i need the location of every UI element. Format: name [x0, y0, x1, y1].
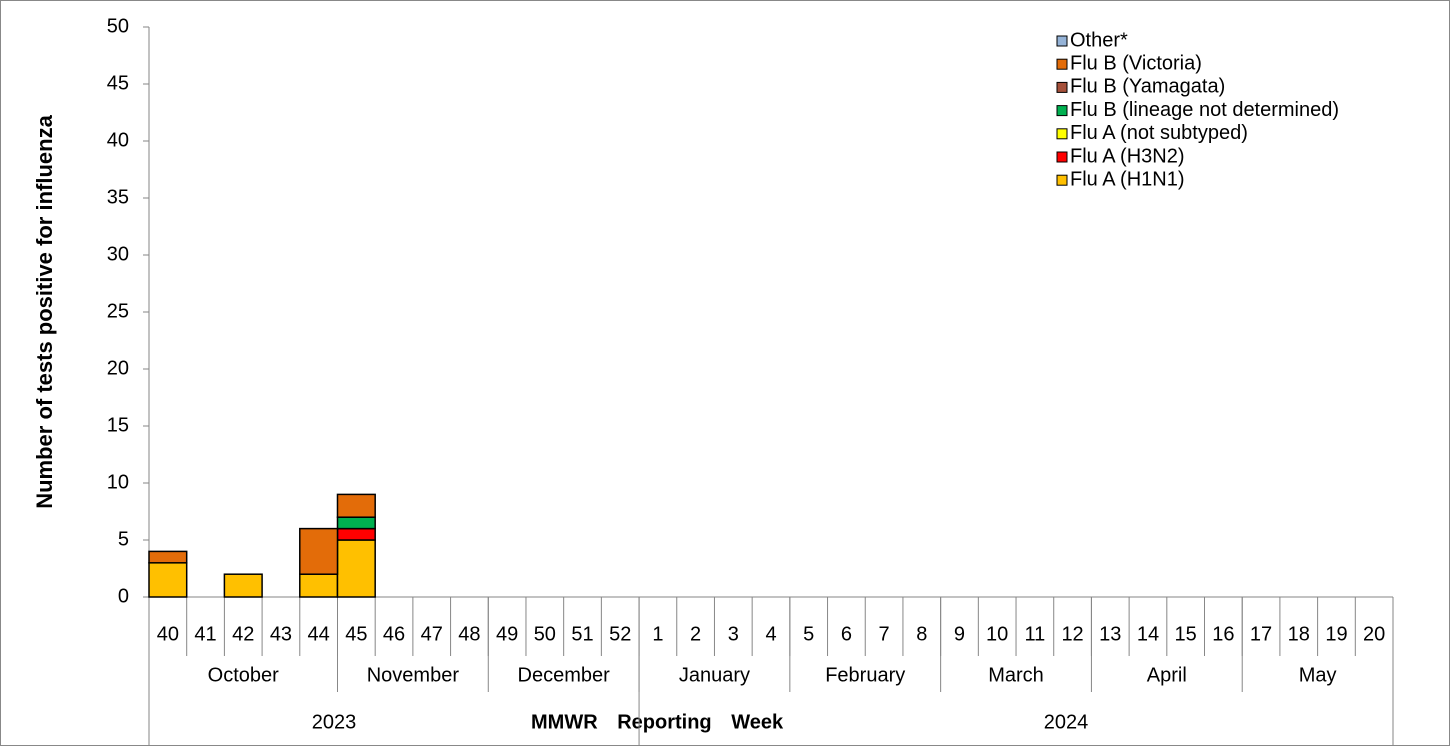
- x-tick-label: 49: [496, 623, 518, 645]
- x-tick-label: 8: [916, 623, 927, 645]
- month-label: October: [208, 664, 279, 686]
- legend-label: Flu B (Yamagata): [1070, 76, 1225, 98]
- legend-swatch: [1056, 151, 1068, 163]
- x-tick-label: 7: [879, 623, 890, 645]
- y-tick-label: 0: [118, 585, 129, 607]
- bar-segment: [299, 527, 339, 575]
- year-label: 2024: [1044, 711, 1089, 733]
- legend-label: Flu B (Victoria): [1070, 52, 1202, 74]
- bar-segment: [336, 516, 376, 530]
- legend-label: Flu A (H3N2): [1070, 145, 1184, 167]
- bar-segment: [148, 562, 188, 598]
- x-tick-label: 12: [1061, 623, 1083, 645]
- month-label: April: [1147, 664, 1187, 686]
- x-tick-label: 4: [765, 623, 776, 645]
- x-tick-label: 43: [270, 623, 292, 645]
- legend-swatch: [1056, 128, 1068, 140]
- legend-swatch: [1056, 174, 1068, 186]
- y-axis-title: Number of tests positive for influenza: [32, 114, 57, 508]
- y-tick-label: 35: [107, 186, 129, 208]
- bar-segment: [299, 573, 339, 598]
- legend-swatch: [1056, 81, 1068, 93]
- x-tick-label: 2: [690, 623, 701, 645]
- x-tick-label: 47: [421, 623, 443, 645]
- x-tick-label: 45: [345, 623, 367, 645]
- y-tick-label: 30: [107, 243, 129, 265]
- x-tick-label: 44: [308, 623, 330, 645]
- x-tick-label: 15: [1175, 623, 1197, 645]
- bar-segment: [223, 573, 263, 598]
- month-label: May: [1299, 664, 1337, 686]
- x-tick-label: 16: [1212, 623, 1234, 645]
- x-tick-label: 41: [194, 623, 216, 645]
- x-axis-title: MMWR Reporting Week: [531, 711, 784, 733]
- x-tick-label: 9: [954, 623, 965, 645]
- x-tick-label: 14: [1137, 623, 1159, 645]
- x-tick-label: 17: [1250, 623, 1272, 645]
- bar-segment: [148, 550, 188, 564]
- month-label: March: [988, 664, 1044, 686]
- y-tick-label: 40: [107, 129, 129, 151]
- month-label: December: [518, 664, 611, 686]
- x-tick-label: 42: [232, 623, 254, 645]
- x-tick-label: 46: [383, 623, 405, 645]
- y-tick-label: 10: [107, 471, 129, 493]
- y-tick-label: 50: [107, 15, 129, 37]
- month-label: February: [825, 664, 905, 686]
- x-tick-label: 51: [571, 623, 593, 645]
- legend-label: Other*: [1070, 29, 1128, 51]
- x-tick-label: 13: [1099, 623, 1121, 645]
- x-tick-label: 19: [1325, 623, 1347, 645]
- legend-label: Flu A (not subtyped): [1070, 122, 1248, 144]
- x-tick-label: 18: [1288, 623, 1310, 645]
- x-tick-label: 10: [986, 623, 1008, 645]
- x-tick-label: 6: [841, 623, 852, 645]
- bar-segment: [336, 493, 376, 518]
- x-tick-label: 48: [458, 623, 480, 645]
- y-tick-label: 5: [118, 528, 129, 550]
- legend-swatch: [1056, 105, 1068, 117]
- legend-label: Flu A (H1N1): [1070, 168, 1184, 190]
- y-tick-label: 45: [107, 72, 129, 94]
- bar-segment: [336, 539, 376, 598]
- legend-label: Flu B (lineage not determined): [1070, 99, 1339, 121]
- month-label: November: [367, 664, 460, 686]
- y-tick-label: 20: [107, 357, 129, 379]
- bar-segment: [336, 527, 376, 541]
- x-tick-label: 5: [803, 623, 814, 645]
- year-label: 2023: [312, 711, 357, 733]
- legend-swatch: [1056, 58, 1068, 70]
- x-tick-label: 20: [1363, 623, 1385, 645]
- x-tick-label: 50: [534, 623, 556, 645]
- y-tick-label: 25: [107, 300, 129, 322]
- x-tick-label: 11: [1024, 623, 1045, 645]
- x-tick-label: 40: [157, 623, 179, 645]
- y-tick-label: 15: [107, 414, 129, 436]
- legend-swatch: [1056, 35, 1068, 47]
- x-tick-label: 1: [652, 623, 663, 645]
- x-tick-label: 3: [728, 623, 739, 645]
- x-tick-label: 52: [609, 623, 631, 645]
- month-label: January: [679, 664, 750, 686]
